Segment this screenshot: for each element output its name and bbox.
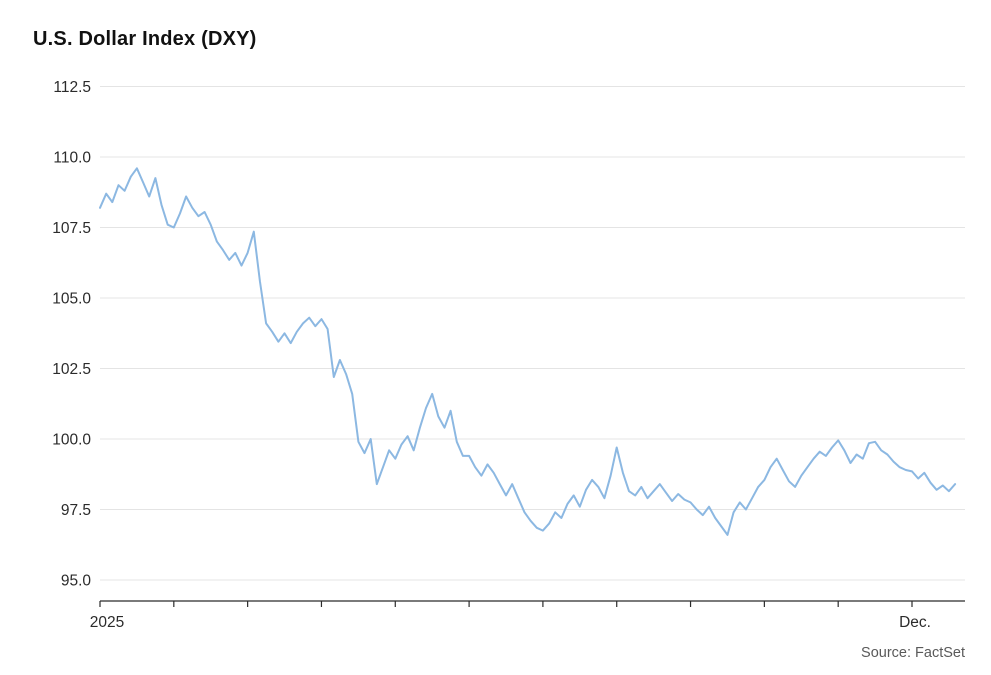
- page-title: U.S. Dollar Index (DXY): [33, 28, 257, 50]
- y-axis-tick-label: 112.5: [53, 79, 91, 96]
- dxy-price-line: [99, 167, 957, 536]
- source-attribution: Source: FactSet: [861, 645, 965, 661]
- y-axis-tick-label: 107.5: [52, 220, 91, 237]
- y-axis-tick-label: 100.0: [52, 432, 91, 449]
- y-axis-tick-label: 95.0: [61, 573, 92, 590]
- x-axis-tick-label: Dec.: [899, 614, 931, 631]
- y-axis-tick-label: 105.0: [52, 291, 91, 308]
- y-axis-tick-label: 97.5: [61, 502, 91, 519]
- y-axis-tick-label: 110.0: [53, 150, 91, 167]
- y-axis-tick-label: 102.5: [52, 361, 91, 378]
- x-axis-tick-label: 2025: [90, 614, 124, 631]
